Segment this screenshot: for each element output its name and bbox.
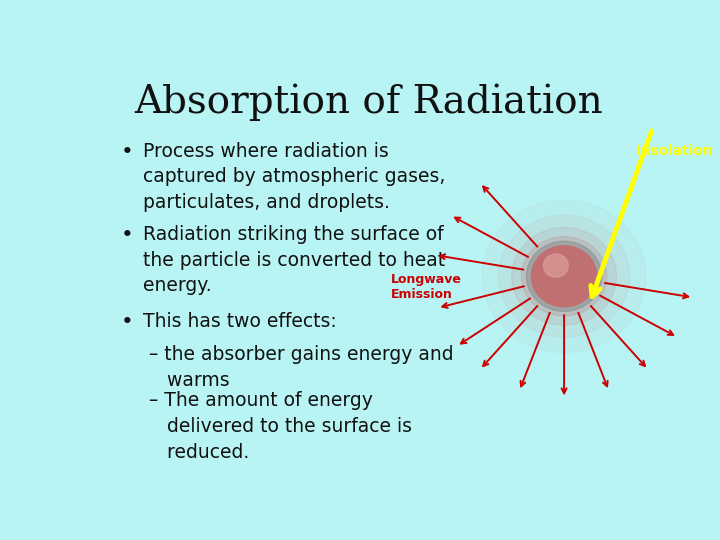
Circle shape	[526, 241, 602, 312]
Text: Insolation: Insolation	[636, 144, 714, 158]
Text: Absorption of Radiation: Absorption of Radiation	[135, 84, 603, 121]
Text: Radiation striking the surface of
the particle is converted to heat
energy.: Radiation striking the surface of the pa…	[143, 225, 445, 295]
Text: This has two effects:: This has two effects:	[143, 312, 337, 331]
Text: •: •	[121, 312, 133, 332]
Circle shape	[498, 215, 629, 338]
Text: Longwave
Emission: Longwave Emission	[390, 273, 462, 301]
Circle shape	[521, 237, 607, 316]
Text: •: •	[121, 225, 133, 245]
Circle shape	[544, 254, 568, 277]
Text: – the absorber gains energy and
   warms: – the absorber gains energy and warms	[148, 346, 453, 390]
Text: – The amount of energy
   delivered to the surface is
   reduced.: – The amount of energy delivered to the …	[148, 391, 412, 462]
Text: •: •	[121, 141, 133, 161]
Circle shape	[531, 246, 597, 307]
Text: Process where radiation is
captured by atmospheric gases,
particulates, and drop: Process where radiation is captured by a…	[143, 141, 446, 212]
Circle shape	[512, 227, 616, 325]
